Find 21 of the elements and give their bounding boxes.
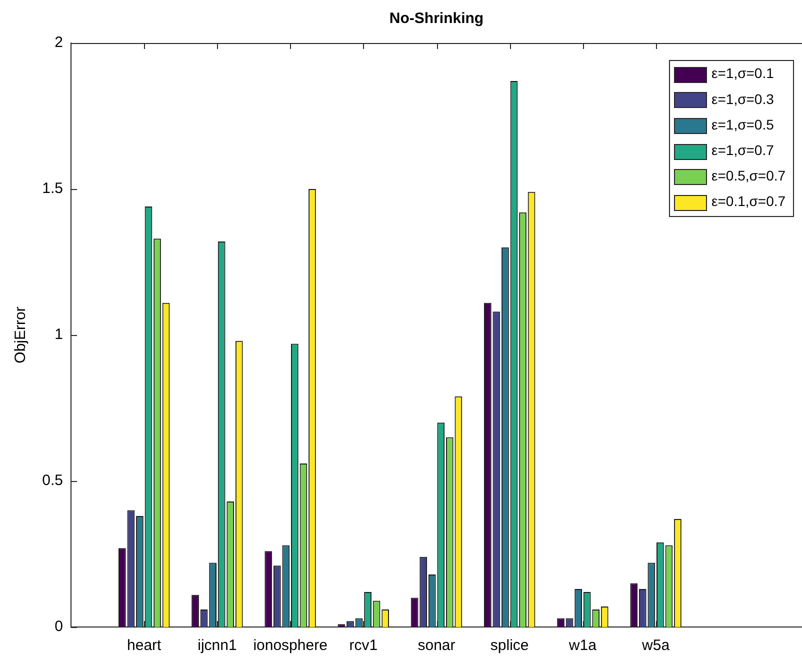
x-tick-label: ionosphere <box>253 637 328 654</box>
x-tick-label: splice <box>490 637 529 654</box>
chart-title: No-Shrinking <box>389 10 484 28</box>
y-axis-title: ObjError <box>12 306 30 364</box>
x-tick-label: w1a <box>568 637 598 654</box>
y-tick-label: 1 <box>54 326 63 344</box>
x-tick-label: w5a <box>641 637 670 654</box>
legend-label: ε=0.5,σ=0.7 <box>712 168 786 184</box>
y-tick-label: 2 <box>54 34 63 52</box>
legend-label: ε=1,σ=0.5 <box>712 116 774 132</box>
legend-label: ε=0.1,σ=0.7 <box>712 193 786 210</box>
legend-label: ε=1,σ=0.7 <box>712 142 774 158</box>
y-tick-label: 1.5 <box>42 180 63 198</box>
x-tick-label: heart <box>127 637 162 654</box>
y-tick-label: 0 <box>54 618 63 636</box>
x-tick-label: rcv1 <box>349 637 378 654</box>
x-tick-label: sonar <box>418 637 456 654</box>
legend-label: ε=1,σ=0.3 <box>712 90 774 107</box>
y-tick-label: 0.5 <box>42 472 63 490</box>
legend-label: ε=1,σ=0.1 <box>712 65 774 82</box>
x-tick-label: ijcnn1 <box>198 637 237 654</box>
